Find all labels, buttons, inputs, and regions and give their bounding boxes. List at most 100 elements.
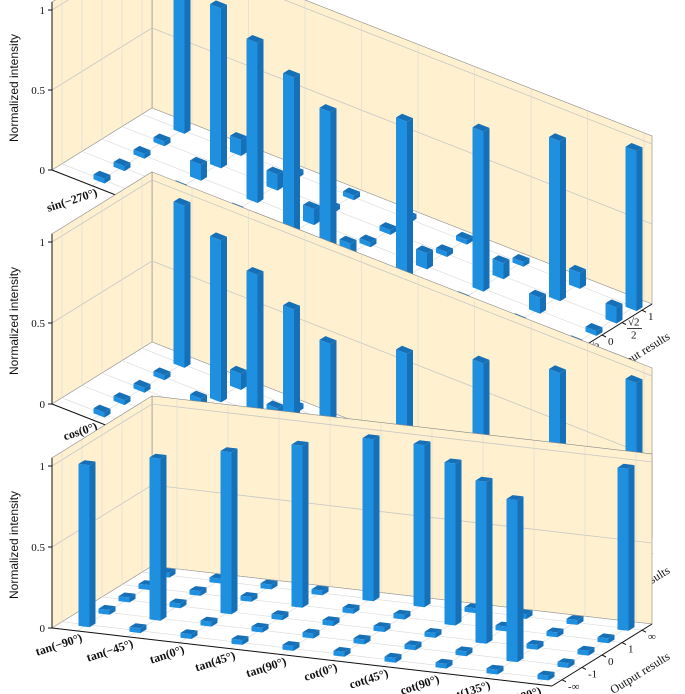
bar-top (129, 623, 147, 629)
output-tick-mark (621, 642, 627, 646)
bar-top (240, 592, 258, 597)
grid-line (51, 179, 653, 377)
bar-front (373, 625, 385, 632)
bar-top (251, 622, 269, 628)
bar-top (271, 610, 289, 616)
svg-text:2: 2 (631, 330, 637, 342)
bar-top (113, 158, 131, 167)
bar-1-c6-s2 (472, 123, 490, 292)
bar-front (333, 650, 345, 657)
bar-3-c1-s3 (189, 586, 207, 596)
bar-3-c5-s0 (333, 646, 351, 657)
bar-3-c2-s2 (220, 447, 238, 615)
bar-1-c7-s4 (569, 264, 586, 289)
bar-top (291, 440, 309, 446)
bar-front (240, 595, 252, 602)
bar-3-c4-s4 (362, 434, 380, 602)
bar-top (180, 629, 198, 635)
bar-3-c8-s4 (566, 615, 584, 625)
bar-front (359, 238, 371, 248)
bar-2-c1-s4 (230, 365, 247, 390)
bar-side (424, 441, 431, 608)
bar-side (251, 593, 258, 602)
bar-front (118, 596, 130, 603)
bar-top (230, 132, 247, 140)
bar-1-c7-s3 (549, 133, 566, 302)
bar-3-c0-s1 (98, 604, 116, 615)
bar-top (78, 460, 96, 466)
bar-3-c9-s0 (537, 670, 555, 681)
bar-3-c3-s3 (291, 440, 309, 608)
bar-3-c2-s3 (240, 592, 258, 602)
output-tick-label: ∞ (648, 631, 656, 643)
bar-top (605, 299, 623, 308)
y-tick-label: 0 (40, 623, 46, 635)
bar-1-c4-s2 (359, 234, 377, 248)
bar-top (220, 447, 238, 453)
bar-2-c0-s1 (113, 392, 131, 406)
bar-2-c1-s3 (210, 232, 227, 403)
output-tick-label: 1 (628, 644, 634, 656)
category-label: cot(135°) (444, 678, 492, 694)
bar-top (246, 35, 264, 43)
bar-top (393, 609, 411, 615)
bar-top (359, 234, 377, 243)
bar-front (169, 602, 181, 609)
bar-3-c4-s3 (342, 603, 360, 614)
bar-top (302, 628, 320, 634)
bar-3-c3-s1 (251, 622, 269, 633)
bar-front (456, 235, 467, 245)
bar-front (475, 480, 487, 644)
bar-front (271, 614, 283, 621)
bar-top (379, 222, 397, 231)
bar-top (210, 0, 227, 9)
bar-top (512, 254, 530, 262)
bar-side (497, 665, 504, 675)
bar-1-c3-s1 (283, 69, 300, 238)
y-axis-label: Normalized intensity (7, 491, 21, 599)
bar-top (189, 586, 207, 592)
bar-1-c5-s2 (416, 245, 433, 270)
bar-top (597, 633, 615, 639)
bar-top (322, 616, 340, 622)
bar-front (569, 268, 580, 289)
bar-top (210, 232, 227, 241)
bar-side (201, 161, 207, 181)
output-tick-mark (641, 629, 647, 633)
bar-3-c0-s0 (78, 460, 96, 628)
bar-front (138, 583, 150, 590)
bar-front (455, 650, 467, 657)
bar-3-c9-s2 (577, 645, 595, 656)
output-tick-label: 0 (608, 336, 614, 348)
bar-front (577, 649, 589, 656)
bar-3-c8-s3 (546, 627, 564, 638)
bar-side (180, 599, 187, 609)
bar-front (492, 258, 504, 280)
bar-top (373, 622, 391, 628)
bar-side (384, 623, 391, 632)
bar-side (160, 455, 167, 621)
bar-front (113, 395, 125, 406)
bar-side (503, 259, 510, 280)
bar-front (529, 293, 540, 314)
bar-side (277, 170, 284, 191)
output-tick-label: -∞ (568, 681, 580, 693)
bar-top (333, 646, 351, 652)
bar-top (353, 634, 371, 640)
bar-front (549, 137, 560, 302)
output-tick-label: √22 (627, 317, 642, 342)
bar-top (424, 628, 442, 633)
bar-1-c0-s4 (173, 0, 191, 134)
bar-1-c5-s1 (396, 113, 413, 282)
bar-side (580, 269, 586, 289)
bar-top (93, 170, 111, 179)
bar-3-c0-s2 (118, 592, 136, 603)
bar-top (625, 375, 643, 384)
bar-front (149, 457, 161, 621)
output-tick-mark (601, 334, 607, 338)
bar-top (546, 627, 564, 633)
category-label: cot(180°) (495, 684, 543, 694)
bar-front (266, 170, 278, 191)
bar-side (616, 303, 623, 324)
bar-front (353, 638, 365, 645)
